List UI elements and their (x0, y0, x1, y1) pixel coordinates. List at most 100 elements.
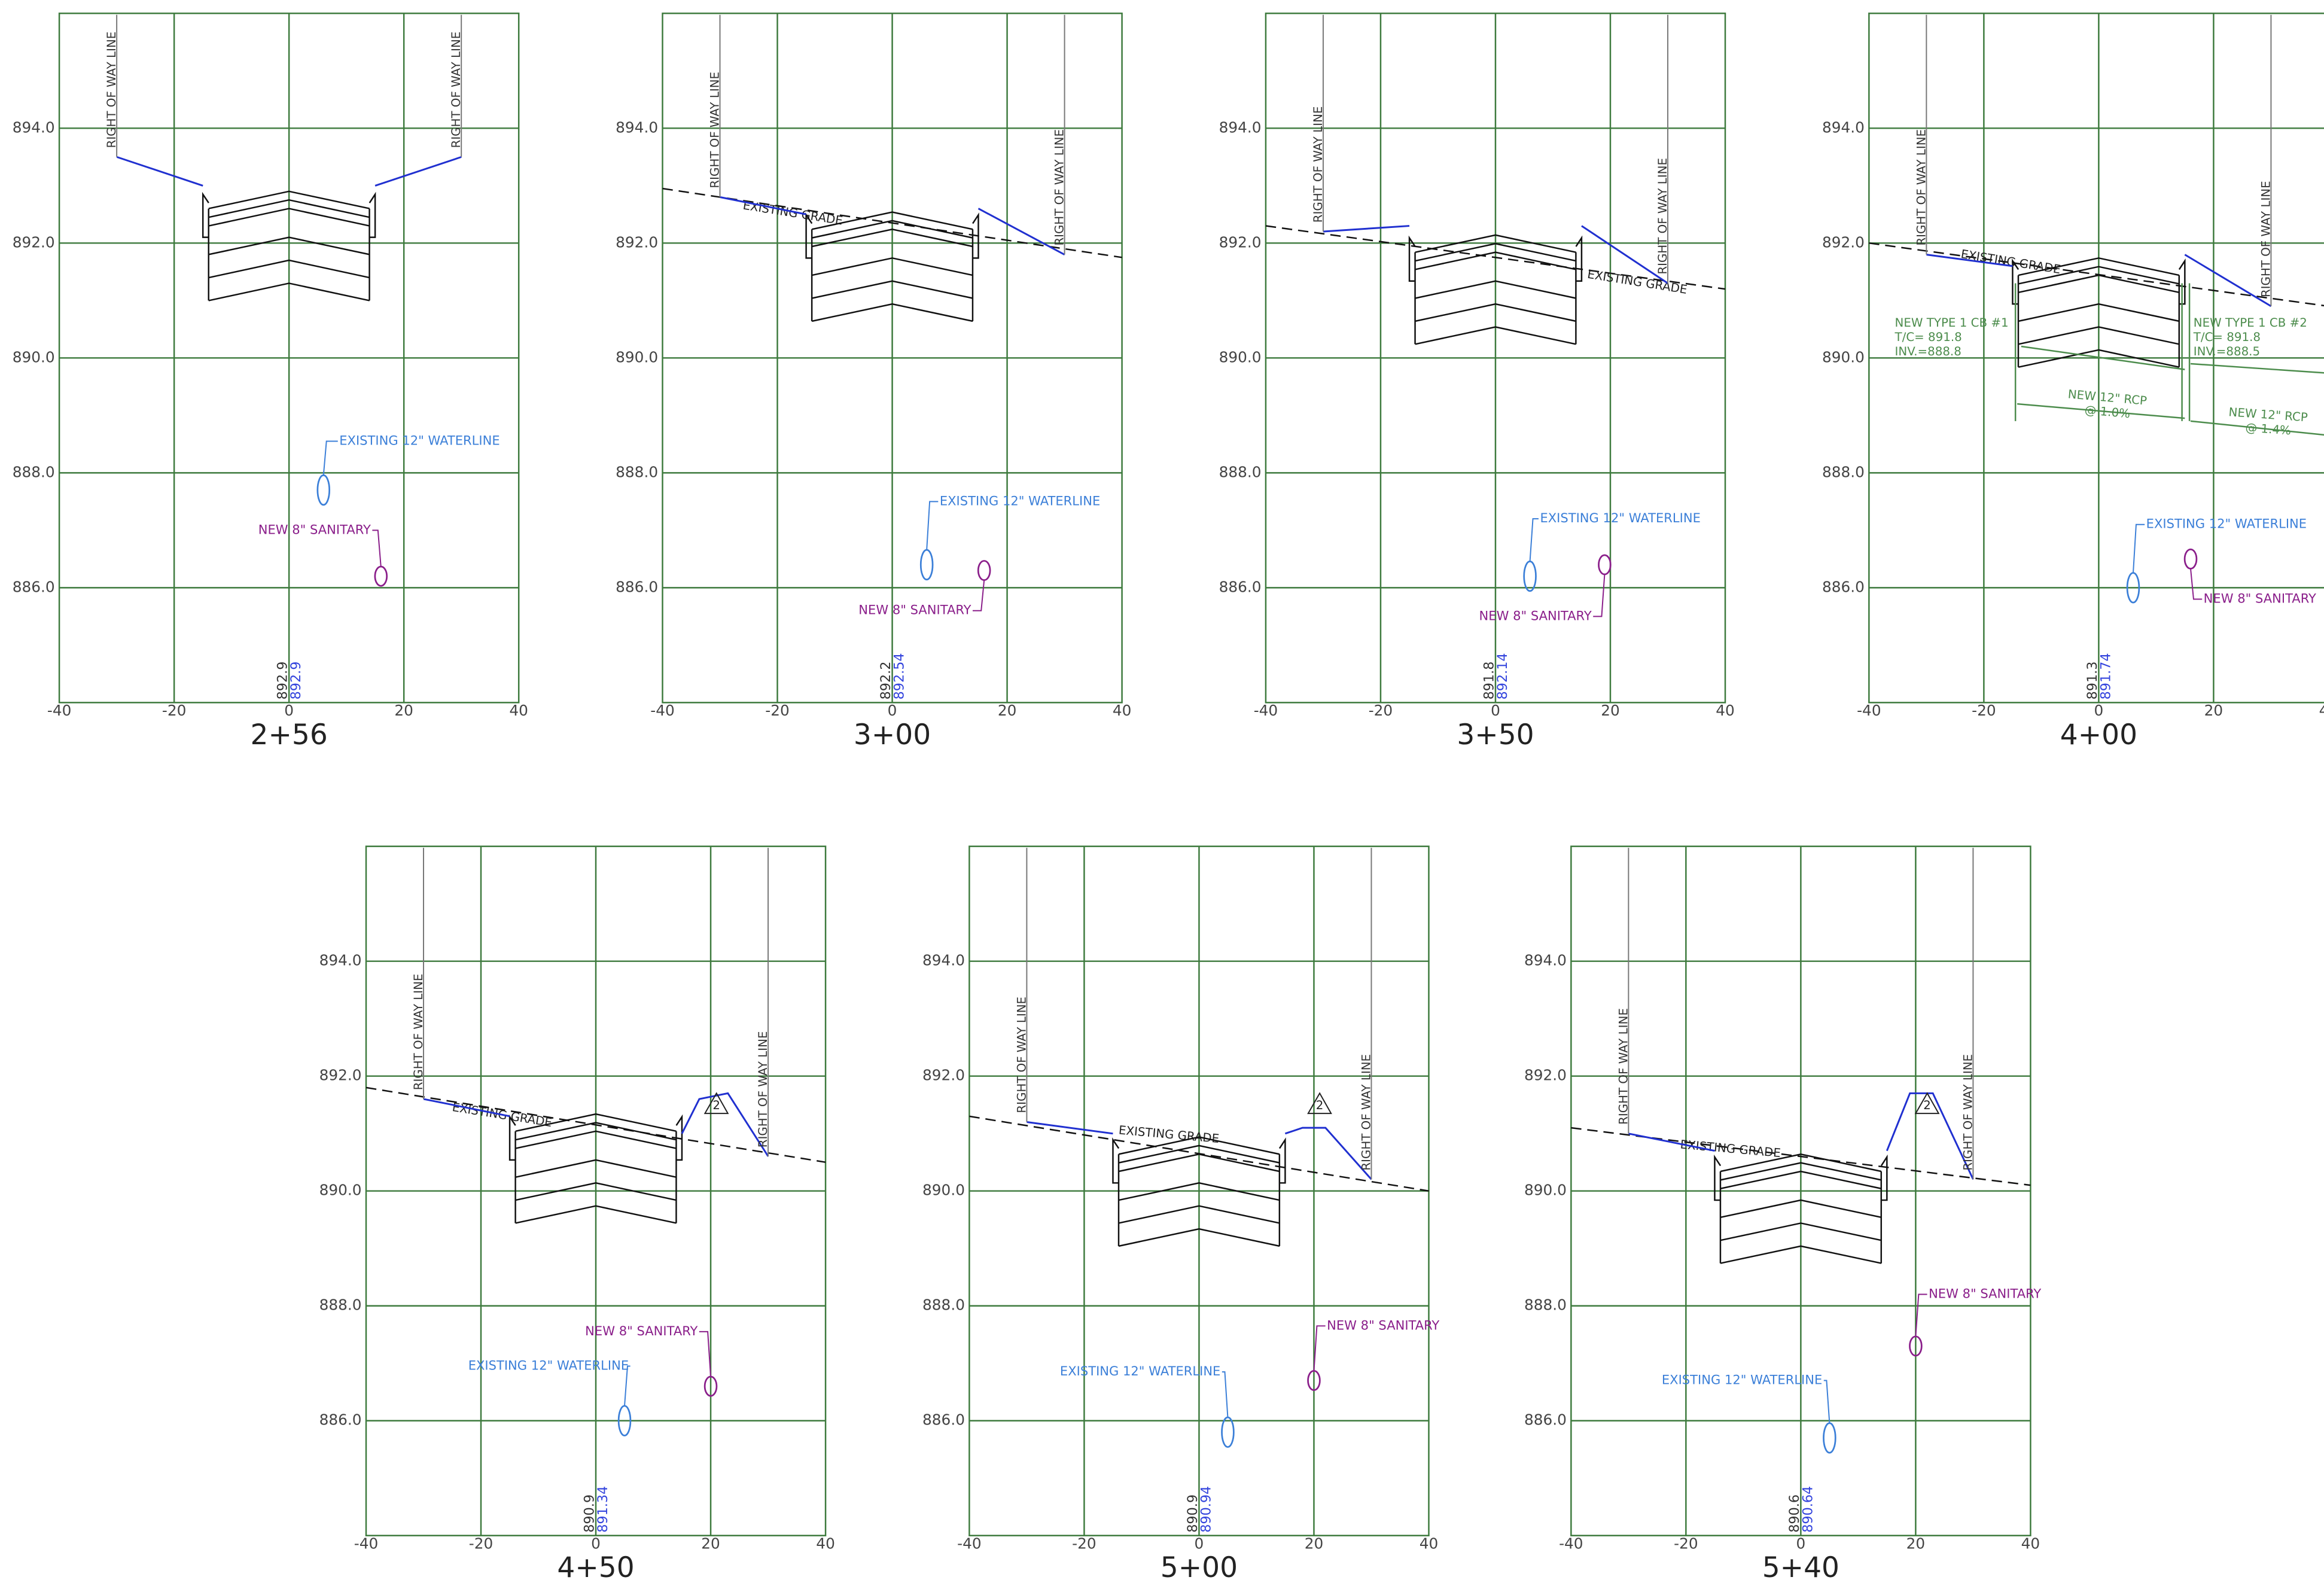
existing-elevation: 890.6 (1787, 1494, 1802, 1533)
y-tick-label: 886.0 (1822, 578, 1865, 595)
waterline-label: EXISTING 12" WATERLINE (2146, 516, 2307, 531)
y-tick-label: 888.0 (319, 1296, 362, 1314)
pavement-layer (515, 1159, 677, 1178)
pavement-layer (812, 211, 973, 230)
curb (1880, 1154, 1888, 1201)
grading-left (720, 196, 806, 215)
pavement-layer (208, 259, 370, 279)
note-text: INV.=888.8 (1895, 345, 1961, 358)
x-tick-label: 40 (2021, 1535, 2040, 1552)
x-tick-label: -20 (162, 702, 186, 719)
y-tick-label: 890.0 (922, 1182, 965, 1199)
right-of-way-label: RIGHT OF WAY LINE (1914, 129, 1928, 246)
cross-section: 894.0 892.0 890.0 888.0 886.0 -40 -20 0 20 40 5+40… (1524, 845, 2041, 1583)
curb (1575, 235, 1583, 282)
existing-grade (1265, 225, 1726, 290)
y-tick-label: 892.0 (1219, 233, 1262, 251)
y-tick-label: 886.0 (319, 1411, 362, 1429)
x-tick-label: 0 (888, 702, 897, 719)
y-tick-label: 894.0 (319, 952, 362, 969)
sanitary-label: NEW 8" SANITARY (258, 522, 371, 537)
y-tick-label: 890.0 (1524, 1182, 1567, 1199)
station-label: 2+56 (251, 719, 328, 751)
pavement-layer (1415, 303, 1576, 322)
proposed-elevation: 891.74 (2098, 653, 2113, 699)
pavement-layer (208, 208, 370, 227)
station-label: 5+40 (1762, 1551, 1839, 1583)
pavement-layer (1118, 1136, 1280, 1155)
y-tick-label: 894.0 (13, 118, 55, 136)
proposed-elevation: 890.94 (1198, 1486, 1214, 1533)
y-tick-label: 888.0 (13, 463, 55, 480)
right-of-way-label: RIGHT OF WAY LINE (708, 72, 722, 188)
pavement-layer (1118, 1205, 1280, 1224)
curb (675, 1114, 683, 1161)
y-tick-label: 888.0 (922, 1296, 965, 1314)
y-tick-label: 892.0 (616, 233, 658, 251)
pavement-layer (515, 1182, 677, 1201)
pavement-layer (1415, 243, 1576, 262)
curb (202, 191, 209, 238)
x-tick-label: 40 (1716, 702, 1735, 719)
grading-left (1926, 254, 2013, 267)
sanitary-leader (372, 529, 382, 567)
y-tick-label: 888.0 (1524, 1296, 1567, 1314)
pavement-layer (812, 229, 973, 248)
note-text: INV.=888.5 (2194, 345, 2260, 358)
station-label: 3+00 (854, 719, 931, 751)
existing-grade (365, 1086, 826, 1163)
y-tick-label: 890.0 (13, 348, 55, 366)
y-tick-label: 892.0 (1822, 233, 1865, 251)
x-tick-label: -40 (650, 702, 674, 719)
existing-grade (1571, 1127, 2031, 1186)
pavement-layer (515, 1122, 677, 1141)
existing-elevation: 891.3 (2085, 662, 2100, 700)
y-tick-label: 894.0 (1524, 952, 1567, 969)
sanitary-leader (972, 580, 985, 611)
x-tick-label: 40 (1420, 1535, 1439, 1552)
waterline-leader (322, 440, 338, 476)
waterline (919, 549, 934, 581)
grading-right (1581, 225, 1668, 284)
x-tick-label: 20 (1305, 1535, 1324, 1552)
curb (1112, 1137, 1120, 1184)
y-tick-label: 892.0 (922, 1067, 965, 1084)
waterline (1823, 1422, 1836, 1454)
existing-grade-label: EXISTING GRADE (742, 199, 843, 228)
grading-left (1628, 1133, 1715, 1152)
right-of-way-label: RIGHT OF WAY LINE (1961, 1054, 1975, 1171)
pavement-layer (1415, 251, 1576, 270)
pavement-layer (2018, 326, 2180, 345)
x-tick-label: 20 (2204, 702, 2224, 719)
x-tick-label: -40 (1857, 702, 1881, 719)
pavement-layer (515, 1130, 677, 1149)
y-tick-label: 886.0 (616, 578, 658, 595)
x-tick-label: -20 (1972, 702, 1996, 719)
y-tick-label: 894.0 (616, 118, 658, 136)
station-label: 4+00 (2060, 719, 2137, 751)
y-tick-label: 894.0 (1219, 118, 1262, 136)
y-tick-label: 888.0 (1219, 463, 1262, 480)
right-of-way-label: RIGHT OF WAY LINE (449, 32, 463, 148)
pavement-layer (1720, 1153, 1882, 1173)
x-tick-label: 0 (1796, 1535, 1805, 1552)
y-tick-label: 892.0 (319, 1067, 362, 1084)
right-of-way-label: RIGHT OF WAY LINE (1053, 129, 1067, 246)
note-text: NEW 12" RCP (2228, 405, 2308, 424)
y-tick-label: 894.0 (922, 952, 965, 969)
cross-section: 894.0 892.0 890.0 888.0 886.0 -40 -20 0 20 40 3+50… (1219, 13, 1735, 751)
y-tick-label: 886.0 (13, 578, 55, 595)
pavement-layer (1118, 1182, 1280, 1201)
pavement-layer (1720, 1245, 1882, 1264)
waterline (1523, 561, 1537, 592)
x-tick-label: 20 (1906, 1535, 1926, 1552)
y-tick-label: 890.0 (1219, 348, 1262, 366)
right-of-way-label: RIGHT OF WAY LINE (412, 974, 425, 1091)
pavement-layer (812, 220, 973, 239)
pavement-layer (515, 1113, 677, 1133)
sanitary-leader (1593, 574, 1606, 617)
right-of-way-label: RIGHT OF WAY LINE (1015, 997, 1028, 1113)
x-tick-label: 40 (509, 702, 528, 719)
x-tick-label: -40 (354, 1535, 378, 1552)
curb (972, 212, 979, 259)
